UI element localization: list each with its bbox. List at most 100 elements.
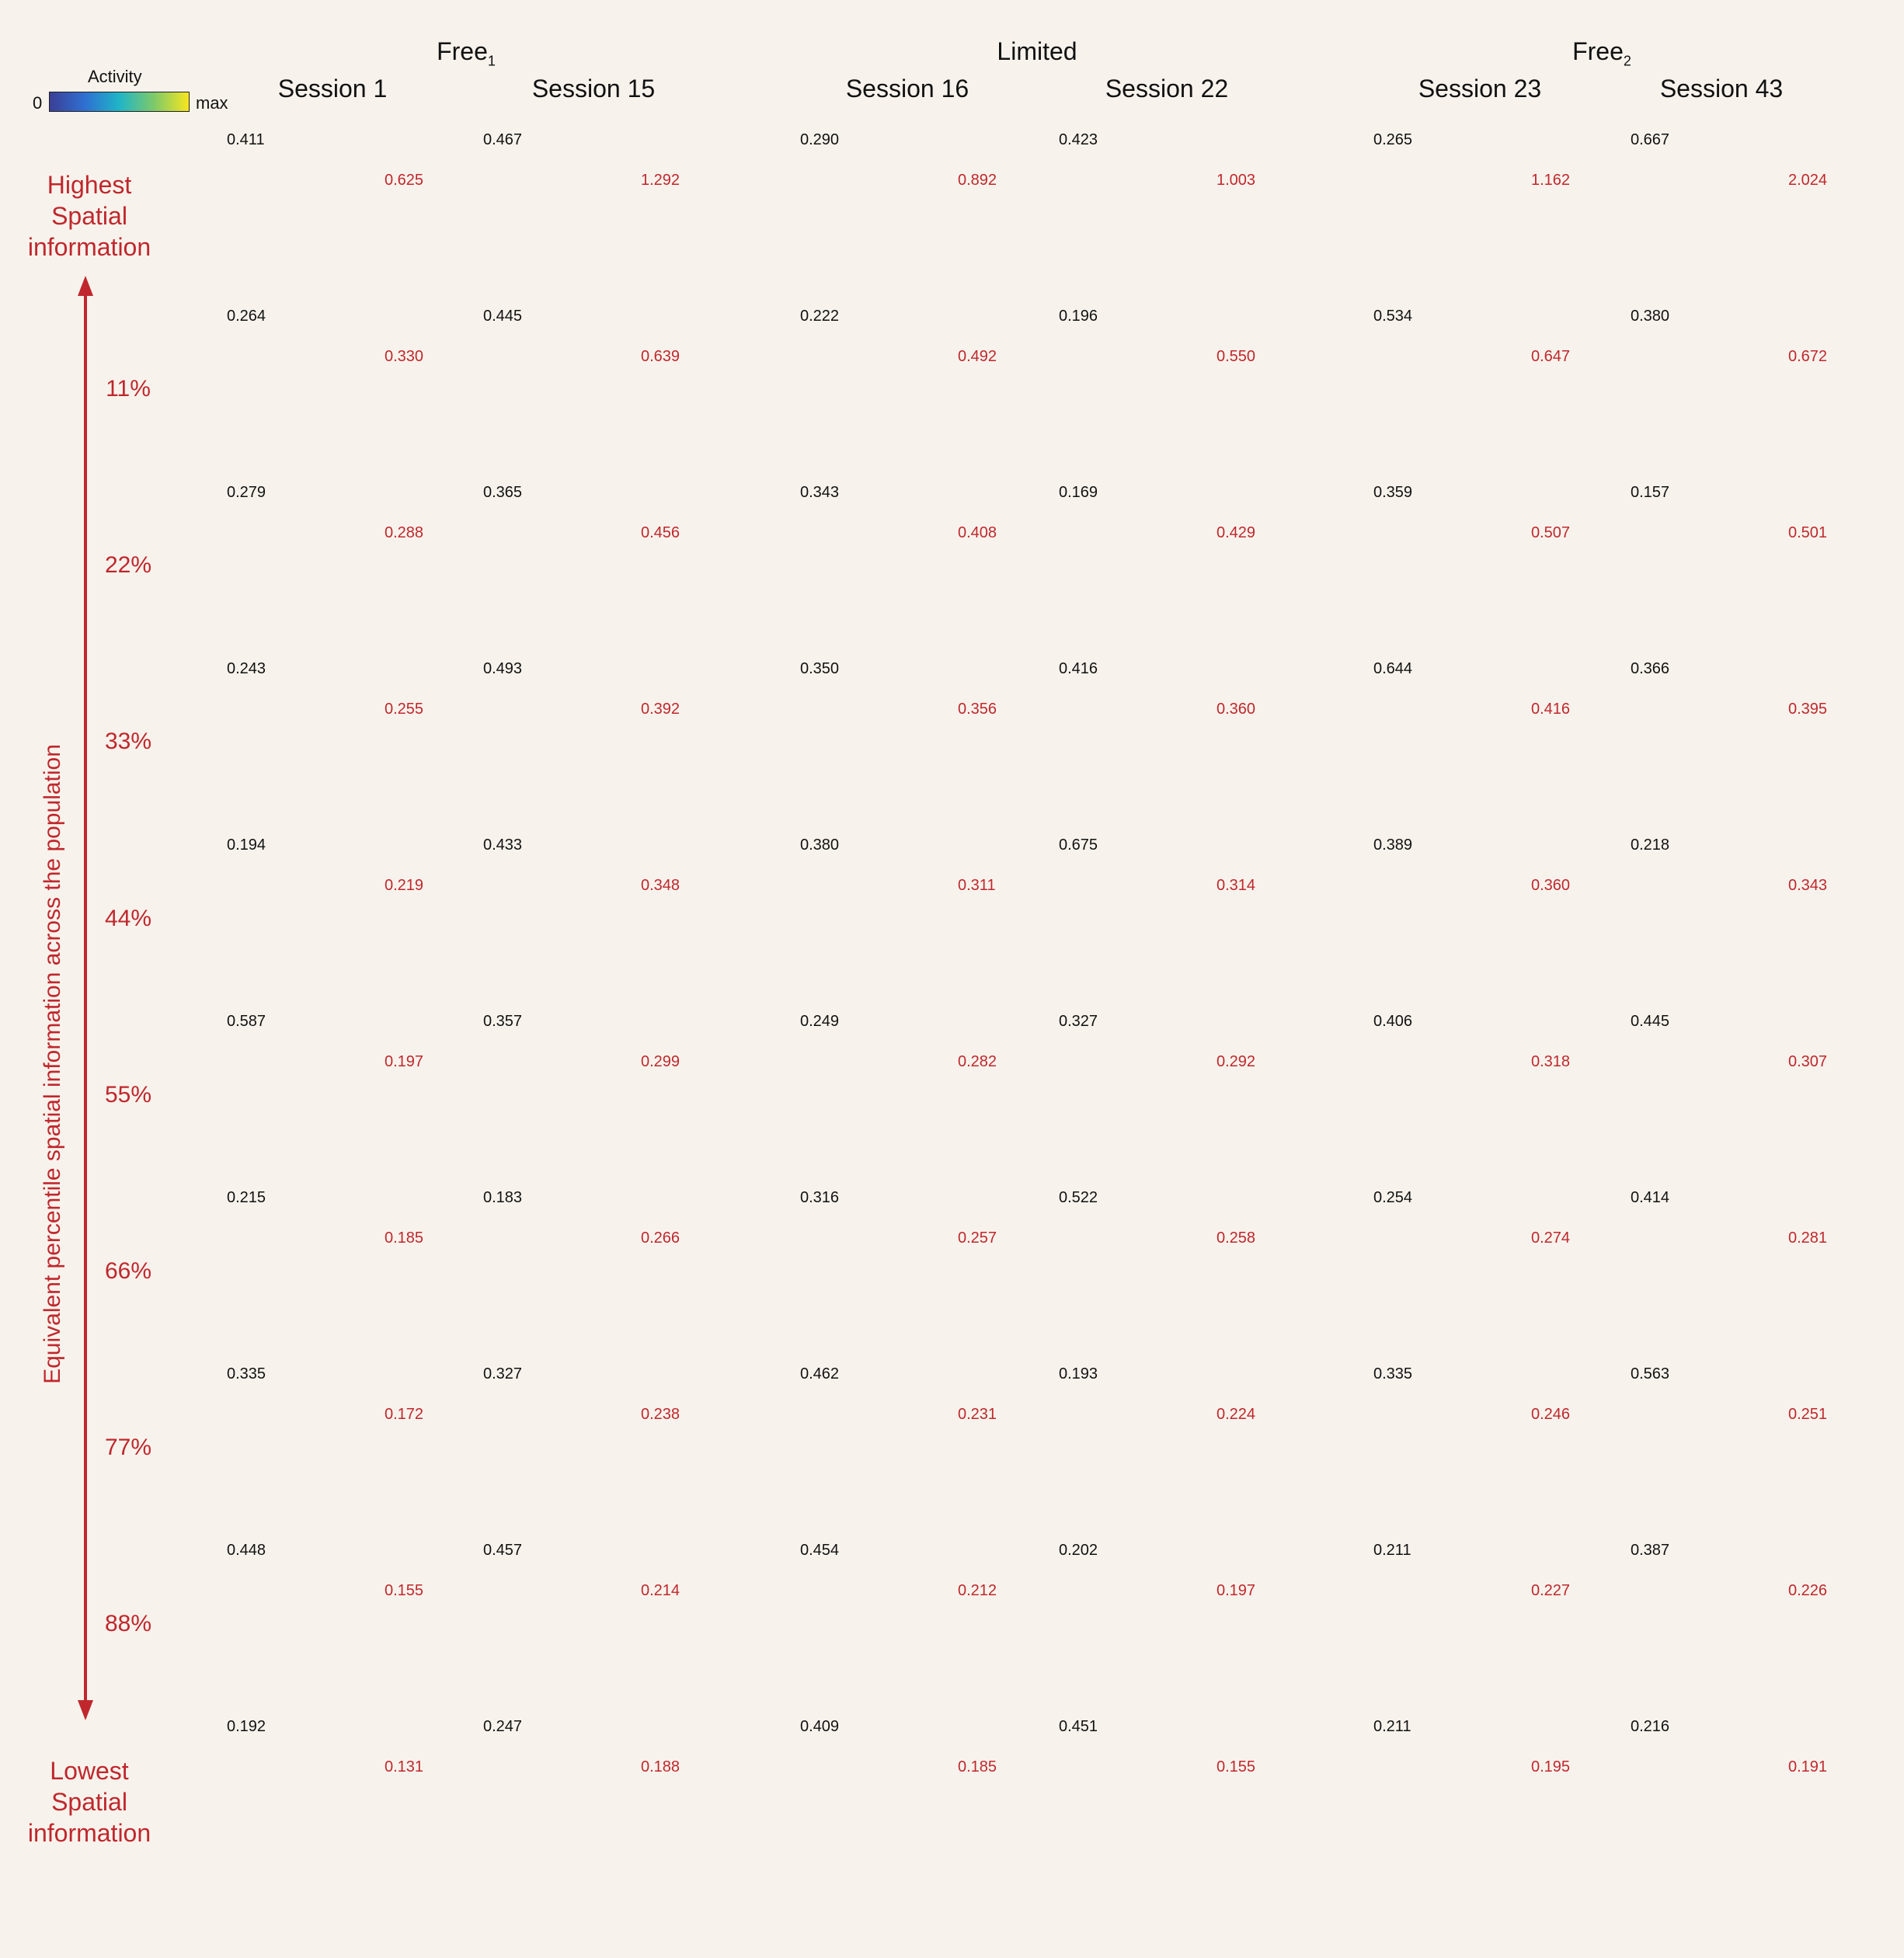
heat-cell	[350, 930, 357, 938]
heat-cell	[412, 1330, 419, 1337]
heat-cell	[303, 692, 311, 700]
heat-cell	[365, 907, 373, 915]
heat-cell	[435, 316, 443, 324]
heat-cell	[249, 148, 256, 155]
heat-cell	[606, 547, 614, 555]
heat-cell	[264, 186, 272, 194]
heat-cell	[350, 868, 357, 876]
heat-cell	[451, 930, 458, 938]
heat-cell	[443, 969, 451, 977]
heat-cell	[443, 448, 451, 456]
heat-cell	[342, 233, 350, 241]
heat-cell	[691, 562, 699, 570]
heat-cell	[598, 731, 606, 739]
heat-cell	[684, 1006, 691, 1014]
heat-cell	[388, 562, 396, 570]
heat-cell	[707, 409, 715, 417]
heat-cell	[241, 1636, 249, 1643]
heat-cell	[233, 1153, 241, 1161]
heat-cell	[699, 793, 707, 801]
heat-cell	[326, 684, 334, 692]
heat-cell	[350, 708, 357, 715]
percentile-arrow	[78, 276, 93, 1720]
heat-cell	[699, 801, 707, 809]
heat-cell	[381, 1389, 388, 1397]
heat-cell	[668, 210, 676, 217]
heat-cell	[482, 1045, 489, 1052]
heat-cell	[272, 930, 280, 938]
heat-cell	[451, 1374, 458, 1382]
heat-cell	[637, 899, 645, 907]
heat-cell	[684, 801, 691, 809]
heat-cell	[590, 1091, 598, 1099]
heat-cell	[482, 793, 489, 801]
heat-cell	[381, 1299, 388, 1306]
heat-cell	[590, 217, 598, 225]
heat-cell	[645, 1083, 653, 1091]
heat-cell	[295, 1765, 303, 1773]
heat-cell	[691, 508, 699, 516]
heat-cell	[326, 148, 334, 155]
heat-cell	[342, 1198, 350, 1205]
heat-cell	[621, 829, 629, 837]
heat-cell	[427, 762, 435, 770]
heat-cell	[241, 117, 249, 124]
heat-cell	[567, 363, 575, 370]
heat-cell	[357, 1045, 365, 1052]
heat-cell	[311, 485, 318, 492]
heat-cell	[621, 1182, 629, 1190]
heat-cell	[544, 562, 552, 570]
heat-cell	[326, 562, 334, 570]
heat-cell	[435, 1781, 443, 1789]
heat-cell	[684, 394, 691, 402]
percentile-22: 22%	[104, 552, 152, 578]
heat-cell	[583, 485, 590, 492]
heat-cell	[233, 1667, 241, 1675]
heat-cell	[684, 117, 691, 124]
heat-cell	[326, 609, 334, 617]
heat-cell	[520, 601, 528, 609]
heat-cell	[427, 1337, 435, 1345]
heat-cell	[287, 293, 295, 301]
heat-cell	[303, 1589, 311, 1597]
heat-cell	[660, 907, 668, 915]
heat-cell	[707, 586, 715, 593]
spatial-info-same-cell: 0.448	[227, 1542, 266, 1559]
heat-cell	[451, 962, 458, 969]
heat-cell	[699, 617, 707, 624]
heat-cell	[404, 417, 412, 425]
heat-cell	[598, 684, 606, 692]
heat-cell	[489, 148, 497, 155]
heat-cell	[365, 1758, 373, 1765]
heat-cell	[520, 347, 528, 355]
heat-cell	[552, 1045, 559, 1052]
heat-cell	[311, 829, 318, 837]
heat-cell	[451, 676, 458, 684]
heat-cell	[225, 777, 233, 785]
heat-cell	[707, 264, 715, 272]
heat-cell	[528, 1153, 536, 1161]
heat-cell	[676, 770, 684, 777]
heat-cell	[552, 386, 559, 394]
heat-cell	[419, 915, 427, 923]
heat-cell	[451, 1659, 458, 1667]
heat-cell	[249, 1236, 256, 1244]
heat-cell	[295, 777, 303, 785]
heat-cell	[342, 609, 350, 617]
heat-cell	[318, 876, 326, 884]
heat-cell	[272, 1413, 280, 1421]
heat-cell	[451, 1091, 458, 1099]
heat-cell	[590, 547, 598, 555]
heat-cell	[318, 440, 326, 448]
heat-cell	[350, 1006, 357, 1014]
heat-cell	[443, 653, 451, 661]
heat-cell	[567, 1068, 575, 1076]
heat-cell	[427, 746, 435, 754]
heat-cell	[303, 417, 311, 425]
heat-cell	[699, 547, 707, 555]
heat-cell	[575, 617, 583, 624]
heat-cell	[303, 1014, 311, 1021]
heat-cell	[318, 617, 326, 624]
heat-cell	[342, 1413, 350, 1421]
heat-cell	[575, 241, 583, 249]
